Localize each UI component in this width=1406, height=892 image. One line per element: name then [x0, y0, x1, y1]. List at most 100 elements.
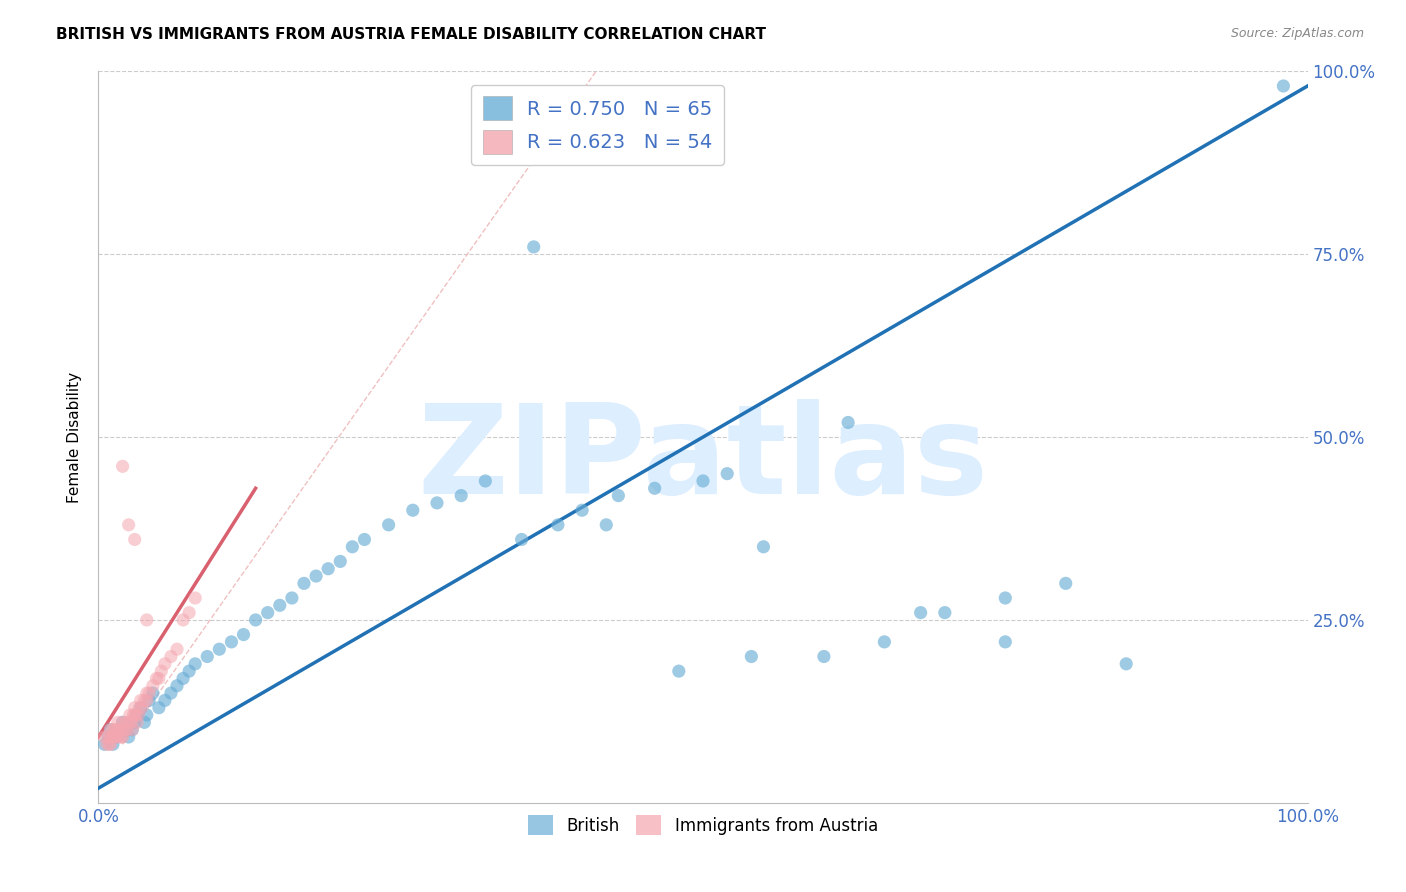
- Point: [111, 730, 134, 744]
- Point: [668, 664, 690, 678]
- Point: [104, 723, 127, 737]
- Point: [607, 489, 630, 503]
- Point: [510, 533, 533, 547]
- Text: ZIPatlas: ZIPatlas: [418, 399, 988, 519]
- Point: [740, 649, 762, 664]
- Point: [873, 635, 896, 649]
- Point: [329, 554, 352, 568]
- Point: [135, 693, 157, 707]
- Point: [547, 517, 569, 532]
- Point: [166, 642, 188, 657]
- Point: [118, 708, 141, 723]
- Point: [124, 715, 146, 730]
- Point: [160, 686, 183, 700]
- Point: [100, 737, 122, 751]
- Point: [114, 723, 136, 737]
- Point: [148, 672, 170, 686]
- Point: [128, 700, 150, 714]
- Point: [100, 723, 122, 737]
- Point: [148, 700, 170, 714]
- Text: BRITISH VS IMMIGRANTS FROM AUSTRIA FEMALE DISABILITY CORRELATION CHART: BRITISH VS IMMIGRANTS FROM AUSTRIA FEMAL…: [56, 27, 766, 42]
- Point: [124, 708, 146, 723]
- Point: [1115, 657, 1137, 671]
- Point: [221, 635, 243, 649]
- Point: [138, 686, 160, 700]
- Point: [105, 730, 128, 744]
- Point: [994, 591, 1017, 605]
- Point: [1054, 576, 1077, 591]
- Point: [142, 686, 165, 700]
- Point: [125, 708, 148, 723]
- Point: [316, 562, 339, 576]
- Point: [110, 730, 132, 744]
- Point: [101, 730, 124, 744]
- Point: [813, 649, 835, 664]
- Point: [910, 606, 932, 620]
- Point: [153, 657, 176, 671]
- Point: [134, 715, 156, 730]
- Point: [571, 503, 593, 517]
- Point: [232, 627, 254, 641]
- Point: [118, 730, 141, 744]
- Point: [121, 723, 143, 737]
- Point: [184, 657, 207, 671]
- Point: [100, 730, 122, 744]
- Point: [129, 700, 152, 714]
- Point: [103, 730, 125, 744]
- Point: [837, 416, 859, 430]
- Point: [111, 715, 134, 730]
- Point: [142, 679, 165, 693]
- Point: [111, 723, 134, 737]
- Point: [166, 679, 188, 693]
- Point: [124, 700, 146, 714]
- Point: [135, 708, 157, 723]
- Point: [135, 686, 157, 700]
- Point: [752, 540, 775, 554]
- Point: [474, 474, 496, 488]
- Point: [122, 708, 145, 723]
- Point: [595, 517, 617, 532]
- Point: [135, 613, 157, 627]
- Point: [377, 517, 399, 532]
- Point: [716, 467, 738, 481]
- Point: [353, 533, 375, 547]
- Point: [105, 723, 128, 737]
- Point: [160, 649, 183, 664]
- Point: [281, 591, 304, 605]
- Point: [93, 730, 115, 744]
- Point: [131, 700, 153, 714]
- Point: [1272, 78, 1295, 93]
- Point: [118, 715, 141, 730]
- Point: [127, 708, 149, 723]
- Point: [127, 715, 149, 730]
- Point: [934, 606, 956, 620]
- Point: [269, 599, 291, 613]
- Point: [101, 737, 124, 751]
- Point: [292, 576, 315, 591]
- Point: [108, 723, 131, 737]
- Point: [342, 540, 364, 554]
- Point: [153, 693, 176, 707]
- Point: [93, 737, 115, 751]
- Point: [114, 723, 136, 737]
- Point: [101, 723, 124, 737]
- Point: [98, 737, 121, 751]
- Point: [117, 723, 139, 737]
- Point: [150, 664, 173, 678]
- Text: Source: ZipAtlas.com: Source: ZipAtlas.com: [1230, 27, 1364, 40]
- Point: [107, 715, 129, 730]
- Point: [108, 723, 131, 737]
- Point: [118, 517, 141, 532]
- Point: [97, 730, 120, 744]
- Point: [172, 672, 194, 686]
- Point: [111, 459, 134, 474]
- Point: [172, 613, 194, 627]
- Point: [644, 481, 666, 495]
- Point: [105, 730, 128, 744]
- Point: [426, 496, 449, 510]
- Point: [184, 591, 207, 605]
- Point: [124, 533, 146, 547]
- Point: [208, 642, 231, 657]
- Point: [256, 606, 278, 620]
- Point: [138, 693, 160, 707]
